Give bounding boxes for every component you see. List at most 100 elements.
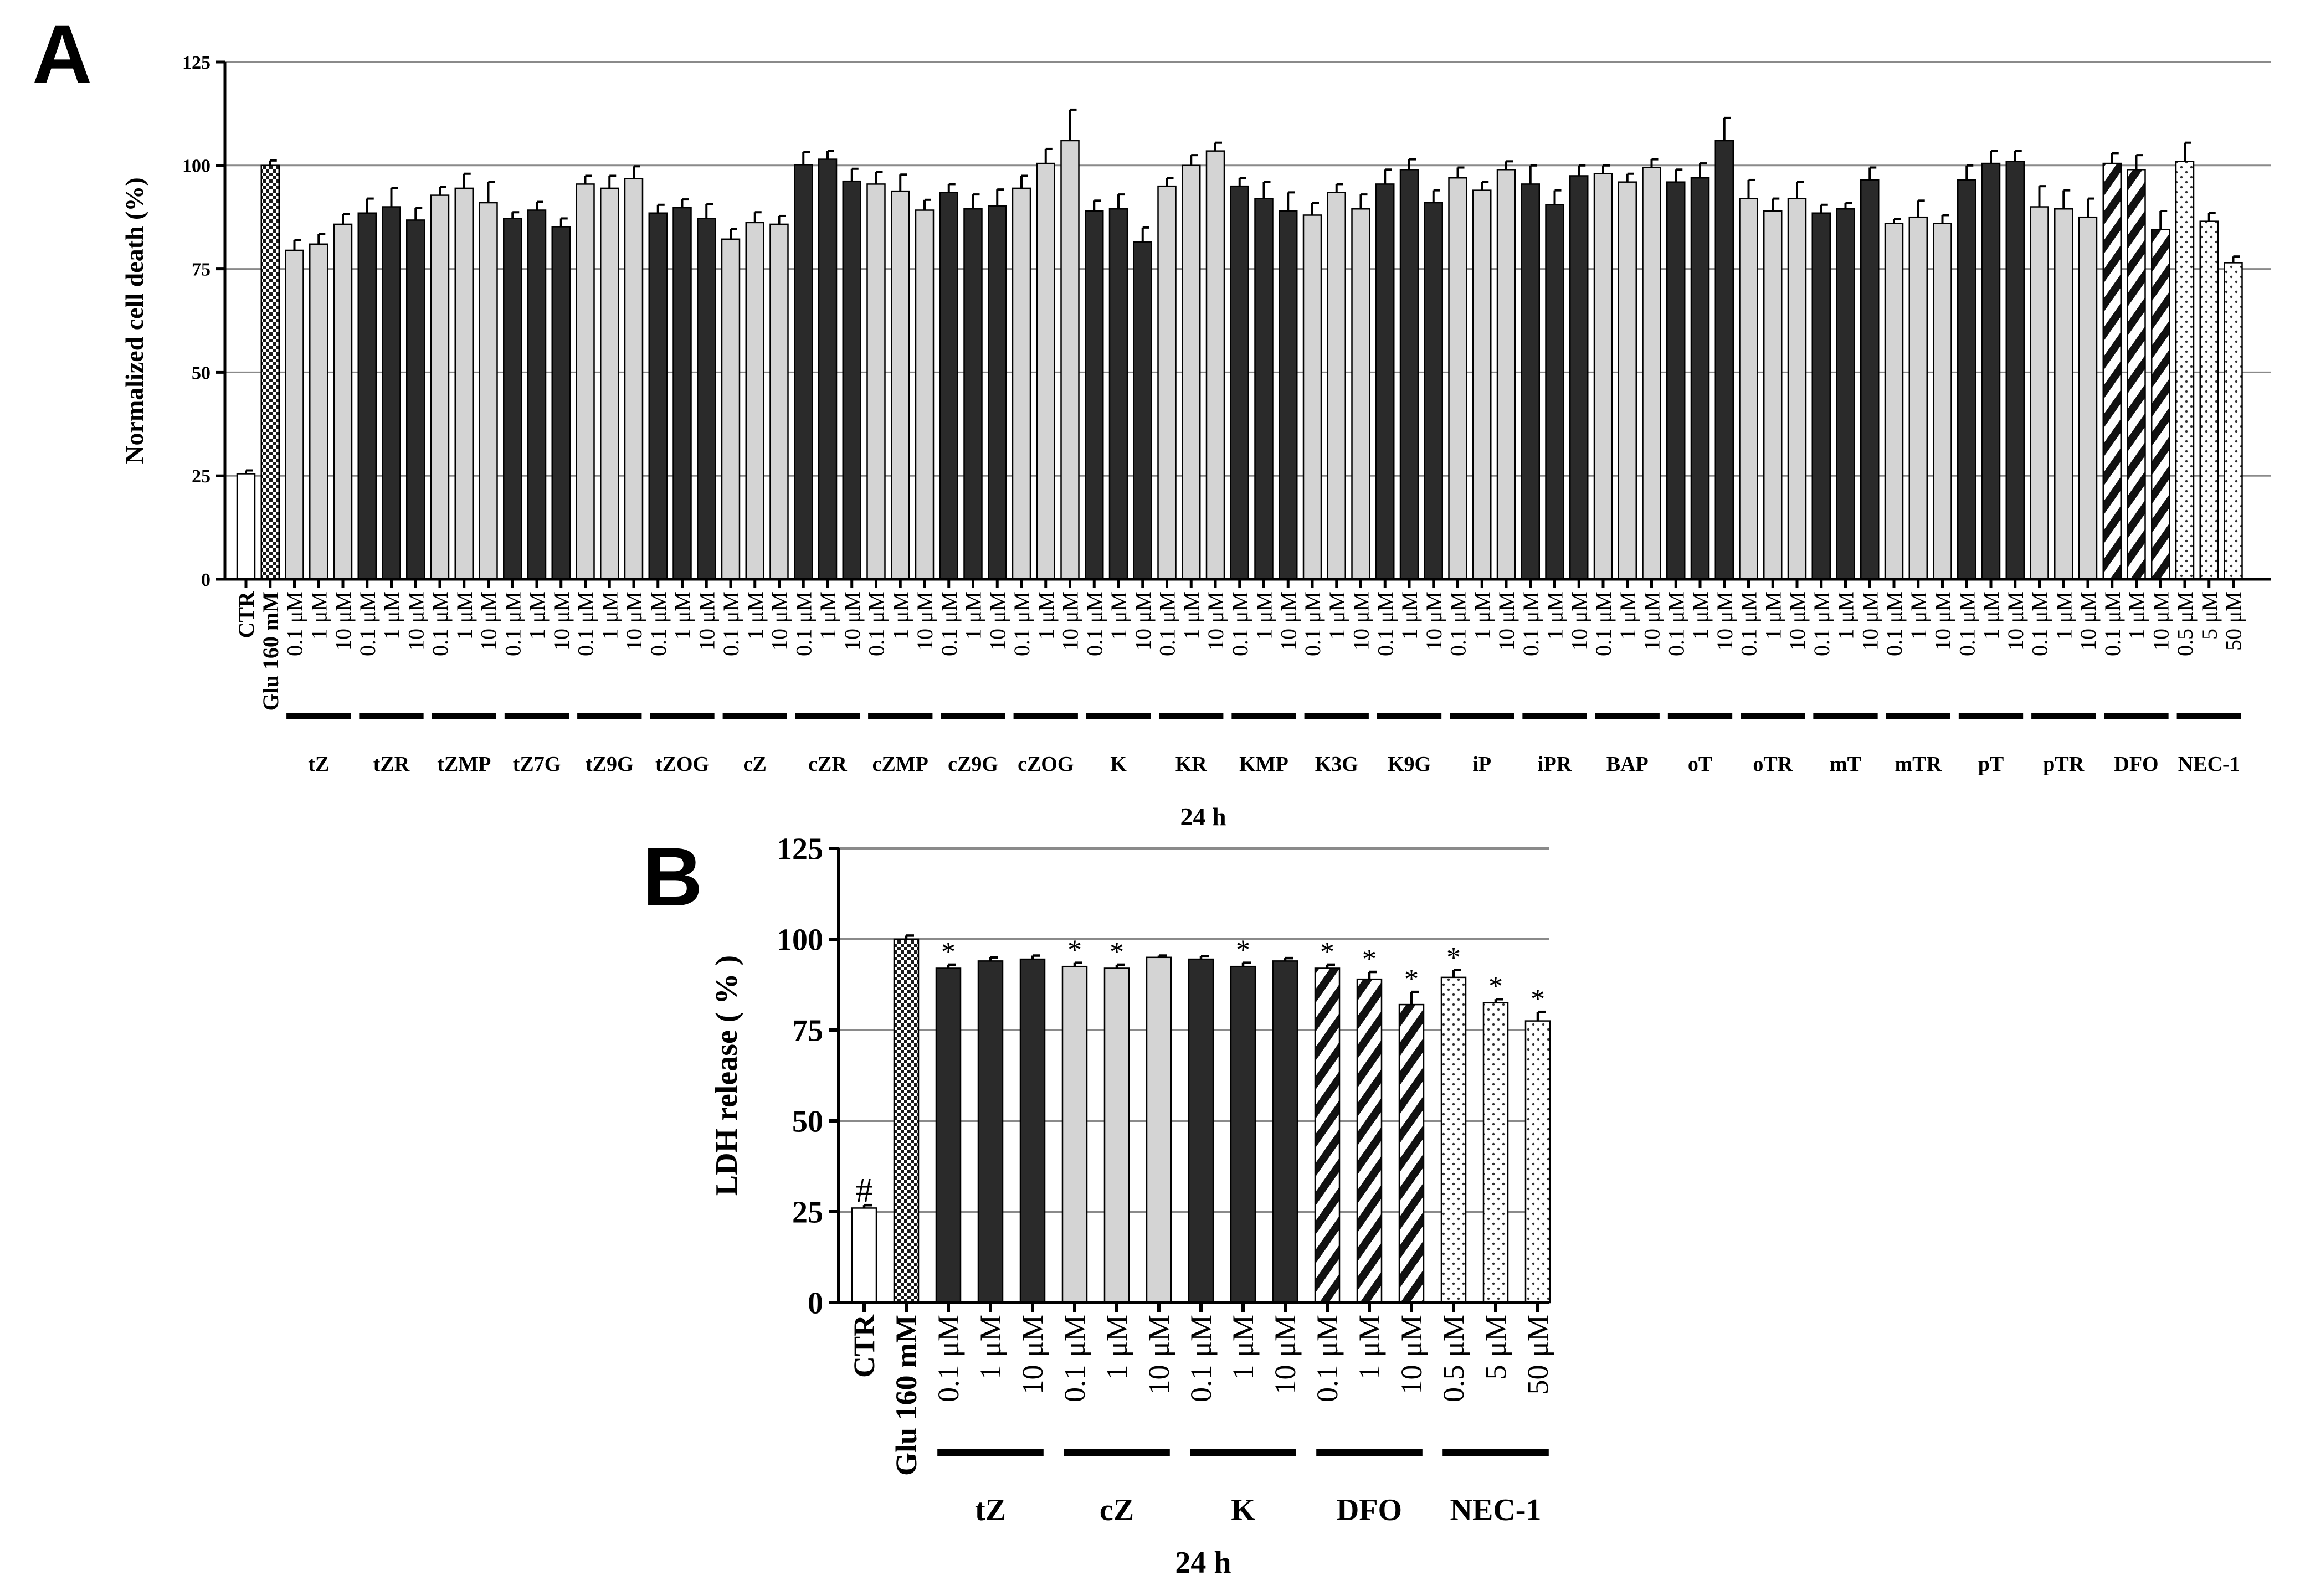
dose-tick-label: 1 μM xyxy=(1179,591,1204,640)
group-underline xyxy=(432,713,496,719)
bar xyxy=(891,190,910,580)
dose-tick-label: 10 μM xyxy=(767,591,792,651)
group-underline xyxy=(795,713,860,719)
bar xyxy=(893,938,920,1304)
dose-tick-label: 1 μM xyxy=(974,1315,1007,1379)
group-underline xyxy=(1450,713,1514,719)
bar xyxy=(1060,140,1080,580)
dose-tick-label: 1 μM xyxy=(670,591,695,640)
dose-tick-label: 10 μM xyxy=(622,591,646,651)
bar xyxy=(1351,208,1370,580)
bar xyxy=(1019,958,1046,1304)
group-underline xyxy=(504,713,569,719)
bar xyxy=(1521,183,1540,580)
dose-tick-label: 1 μM xyxy=(1979,591,2004,640)
dose-tick-label: 10 μM xyxy=(1131,591,1156,651)
group-label: K xyxy=(1110,753,1127,776)
group-label: NEC-1 xyxy=(1450,1493,1542,1527)
bar xyxy=(1981,162,2001,580)
bar xyxy=(1763,210,1783,580)
group-underline xyxy=(722,713,787,719)
bar xyxy=(1440,976,1467,1304)
y-tick-label: 0 xyxy=(201,570,211,590)
group-label: tZ7G xyxy=(513,753,561,776)
bar xyxy=(769,223,789,580)
bar xyxy=(1061,965,1088,1304)
group-underline xyxy=(286,713,351,719)
bar xyxy=(1133,241,1152,580)
bar xyxy=(1666,181,1686,580)
bar xyxy=(1714,140,1734,580)
dose-tick-label: 50 μM xyxy=(1521,1315,1554,1394)
significance-hash: # xyxy=(856,1172,873,1209)
bar xyxy=(818,158,838,580)
group-underline xyxy=(1304,713,1369,719)
bar xyxy=(1593,173,1613,580)
dose-tick-label: 1 μM xyxy=(1034,591,1059,640)
dose-tick-label: 10 μM xyxy=(1567,591,1591,651)
dose-tick-label: 1 μM xyxy=(2051,591,2076,640)
bar xyxy=(1254,198,1274,580)
bar xyxy=(1448,177,1467,580)
dose-tick-label: 10 μM xyxy=(1269,1315,1302,1394)
dose-tick-label: 0.1 μM xyxy=(355,591,380,656)
bar xyxy=(2224,262,2243,580)
dose-tick-label: 1 μM xyxy=(1252,591,1277,640)
group-label: tZ xyxy=(975,1493,1006,1527)
dose-tick-label: 5 μM xyxy=(2197,591,2222,640)
dose-tick-label: 10 μM xyxy=(331,591,356,651)
bar xyxy=(977,960,1004,1304)
group-label: oT xyxy=(1688,753,1712,776)
dose-tick-label: 0.1 μM xyxy=(791,591,816,656)
group-underline xyxy=(359,713,424,719)
bar xyxy=(1327,192,1346,580)
dose-tick-label: 0.5 μM xyxy=(2173,591,2198,656)
bar xyxy=(1157,185,1177,580)
group-label: KMP xyxy=(1239,753,1288,776)
dose-tick-label: 10 μM xyxy=(1395,1315,1428,1394)
group-label: KR xyxy=(1175,753,1208,776)
dose-tick-label: 10 μM xyxy=(476,591,501,651)
group-underline xyxy=(2104,713,2169,719)
bar xyxy=(1302,214,1322,580)
bar xyxy=(721,238,741,580)
dose-tick-label: 1 μM xyxy=(1353,1315,1386,1379)
dose-tick-label: 1 μM xyxy=(1470,591,1495,640)
dose-tick-label: 0.1 μM xyxy=(646,591,671,656)
bar xyxy=(2151,229,2170,580)
group-underline xyxy=(937,1449,1044,1456)
group-label: DFO xyxy=(2114,753,2158,776)
bar xyxy=(406,219,425,580)
bar xyxy=(1103,967,1130,1304)
bar xyxy=(2078,216,2098,580)
bar xyxy=(600,187,619,580)
dose-tick-label: 10 μM xyxy=(2148,591,2173,651)
panel-label: B xyxy=(643,830,702,923)
group-label: tZ xyxy=(308,753,329,776)
bar xyxy=(527,209,547,580)
dose-tick-label: 0.1 μM xyxy=(1591,591,1616,656)
x-axis-title: 24 h xyxy=(1175,1546,1231,1580)
bar xyxy=(309,243,328,580)
bar xyxy=(1146,956,1172,1304)
dose-tick-label: 10 μM xyxy=(549,591,574,651)
group-underline xyxy=(1377,713,1442,719)
bar xyxy=(1230,185,1249,580)
bar xyxy=(1545,204,1564,580)
bar xyxy=(1642,167,1661,580)
dose-tick-label: 10 μM xyxy=(2003,591,2028,651)
bar xyxy=(576,183,595,580)
bar xyxy=(382,206,401,580)
group-underline xyxy=(577,713,642,719)
dose-tick-label: 10 μM xyxy=(1785,591,1810,651)
dose-tick-label: 0.1 μM xyxy=(1184,1315,1218,1402)
dose-tick-label: 1 μM xyxy=(525,591,550,640)
bar xyxy=(794,164,813,580)
dose-tick-label: 1 μM xyxy=(2124,591,2149,640)
dose-tick-label: 0.1 μM xyxy=(937,591,962,656)
bar xyxy=(1036,162,1055,580)
significance-star: * xyxy=(941,936,956,968)
group-label: cZMP xyxy=(872,753,928,776)
bar xyxy=(1957,179,1976,580)
